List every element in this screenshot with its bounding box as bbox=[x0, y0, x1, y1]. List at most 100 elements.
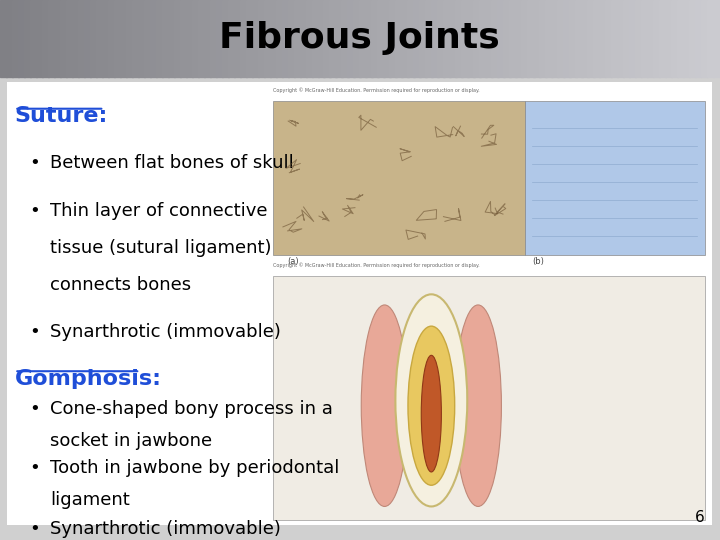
Text: connects bones: connects bones bbox=[50, 276, 192, 294]
Bar bbox=[701, 0, 708, 77]
Text: Fibrous Joints: Fibrous Joints bbox=[219, 22, 500, 56]
Bar bbox=[48, 0, 55, 77]
Bar bbox=[516, 0, 523, 77]
Bar bbox=[444, 0, 451, 77]
Bar bbox=[683, 0, 690, 77]
Text: Cone-shaped bony process in a: Cone-shaped bony process in a bbox=[50, 400, 333, 418]
Bar bbox=[42, 0, 50, 77]
Bar bbox=[251, 0, 259, 77]
Text: tissue (sutural ligament): tissue (sutural ligament) bbox=[50, 239, 272, 256]
Bar bbox=[269, 0, 277, 77]
Bar bbox=[426, 0, 433, 77]
Bar bbox=[569, 0, 577, 77]
Bar bbox=[318, 0, 325, 77]
Bar bbox=[611, 0, 618, 77]
Text: (b): (b) bbox=[532, 257, 544, 266]
Bar bbox=[7, 82, 711, 525]
Bar bbox=[677, 0, 685, 77]
Text: •: • bbox=[29, 154, 40, 172]
Ellipse shape bbox=[361, 305, 408, 507]
Bar bbox=[90, 0, 97, 77]
Bar bbox=[12, 0, 19, 77]
Bar bbox=[108, 0, 115, 77]
Bar bbox=[659, 0, 667, 77]
Bar bbox=[623, 0, 631, 77]
Bar bbox=[354, 0, 361, 77]
Bar bbox=[557, 0, 564, 77]
Bar bbox=[359, 0, 367, 77]
Bar bbox=[192, 0, 199, 77]
Text: •: • bbox=[29, 458, 40, 477]
Bar bbox=[323, 0, 331, 77]
Bar bbox=[713, 0, 720, 77]
Bar bbox=[641, 0, 649, 77]
Bar bbox=[366, 0, 373, 77]
Bar bbox=[449, 0, 456, 77]
Bar bbox=[413, 0, 420, 77]
Bar bbox=[539, 0, 546, 77]
Bar bbox=[372, 0, 379, 77]
Bar bbox=[509, 0, 517, 77]
Bar bbox=[198, 0, 205, 77]
Text: 6: 6 bbox=[695, 510, 704, 525]
Ellipse shape bbox=[455, 305, 501, 507]
Bar bbox=[30, 0, 37, 77]
Text: ligament: ligament bbox=[50, 490, 130, 509]
Bar bbox=[246, 0, 253, 77]
Bar bbox=[455, 0, 463, 77]
Bar bbox=[150, 0, 157, 77]
Bar bbox=[66, 0, 73, 77]
Bar bbox=[431, 0, 438, 77]
Bar bbox=[605, 0, 613, 77]
Bar bbox=[273, 101, 525, 254]
Bar bbox=[401, 0, 409, 77]
Bar bbox=[336, 0, 343, 77]
Bar bbox=[498, 0, 505, 77]
Bar bbox=[240, 0, 247, 77]
Bar bbox=[503, 0, 510, 77]
Text: (a): (a) bbox=[287, 257, 300, 266]
Text: Synarthrotic (immovable): Synarthrotic (immovable) bbox=[50, 323, 282, 341]
Bar bbox=[305, 0, 313, 77]
Bar bbox=[300, 0, 307, 77]
Bar bbox=[551, 0, 559, 77]
Bar bbox=[96, 0, 103, 77]
Bar bbox=[348, 0, 355, 77]
Bar bbox=[341, 0, 349, 77]
Bar bbox=[545, 0, 552, 77]
Bar bbox=[707, 0, 714, 77]
Text: Gomphosis:: Gomphosis: bbox=[14, 369, 161, 389]
Bar bbox=[132, 0, 139, 77]
Bar bbox=[581, 0, 588, 77]
Bar bbox=[18, 0, 25, 77]
Bar bbox=[168, 0, 175, 77]
Bar bbox=[233, 0, 241, 77]
Text: Copyright © McGraw-Hill Education. Permission required for reproduction or displ: Copyright © McGraw-Hill Education. Permi… bbox=[273, 87, 480, 93]
Bar bbox=[312, 0, 319, 77]
Bar bbox=[258, 0, 265, 77]
Bar bbox=[180, 0, 187, 77]
Bar bbox=[695, 0, 702, 77]
Bar bbox=[485, 0, 492, 77]
Bar bbox=[671, 0, 678, 77]
Bar bbox=[395, 0, 402, 77]
Bar bbox=[216, 0, 223, 77]
Bar bbox=[54, 0, 61, 77]
Bar bbox=[491, 0, 499, 77]
Bar bbox=[282, 0, 289, 77]
Ellipse shape bbox=[395, 294, 467, 507]
Bar bbox=[593, 0, 600, 77]
Bar bbox=[204, 0, 211, 77]
Bar bbox=[467, 0, 474, 77]
Bar bbox=[276, 0, 283, 77]
Bar bbox=[480, 0, 487, 77]
Text: Suture:: Suture: bbox=[14, 106, 108, 126]
Bar bbox=[273, 276, 704, 519]
Bar bbox=[384, 0, 391, 77]
Bar bbox=[102, 0, 109, 77]
Text: socket in jawbone: socket in jawbone bbox=[50, 432, 212, 450]
Bar bbox=[377, 0, 385, 77]
Bar bbox=[126, 0, 133, 77]
Text: •: • bbox=[29, 400, 40, 418]
Bar bbox=[222, 0, 229, 77]
